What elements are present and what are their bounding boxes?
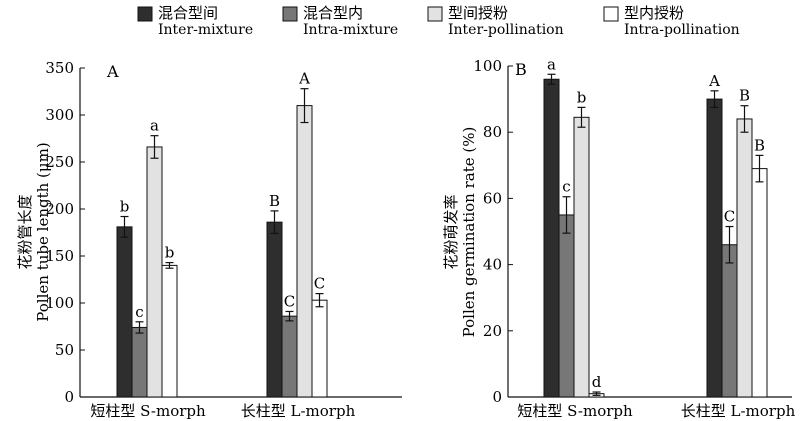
- bar: [706, 98, 723, 398]
- bar: [146, 146, 163, 398]
- y-tick-label: 200: [45, 200, 74, 218]
- bar: [311, 299, 328, 398]
- bar: [131, 326, 148, 398]
- y-tick-label: 150: [45, 247, 74, 265]
- x-category-label: 短柱型 S-morph: [90, 402, 206, 420]
- bar: [543, 78, 560, 398]
- y-tick-label: 50: [55, 341, 74, 359]
- y-tick-label: 100: [45, 294, 74, 312]
- legend-swatch-3: [427, 6, 443, 22]
- y-tick-label: 300: [45, 106, 74, 124]
- bar: [558, 214, 575, 398]
- legend: 混合型间Inter-mixture混合型内Intra-mixture型间授粉In…: [137, 4, 740, 38]
- bar: [751, 168, 768, 398]
- significance-letter: c: [562, 178, 570, 196]
- significance-letter: C: [284, 292, 295, 310]
- bar: [266, 221, 283, 398]
- y-tick-label: 250: [45, 153, 74, 171]
- bar: [281, 315, 298, 398]
- significance-letter: B: [739, 87, 750, 105]
- bar: [721, 244, 738, 398]
- y-tick-label: 350: [45, 59, 74, 77]
- x-category-label: 短柱型 S-morph: [517, 402, 633, 420]
- y-axis-label-en: Pollen tube length (μm): [34, 142, 52, 321]
- significance-letter: d: [592, 373, 602, 391]
- x-category-label: 长柱型 L-morph: [241, 402, 356, 420]
- y-tick-label: 60: [483, 189, 502, 207]
- y-tick-label: 80: [483, 123, 502, 141]
- significance-letter: C: [724, 208, 735, 226]
- legend-swatch-2: [282, 6, 298, 22]
- significance-letter: c: [135, 303, 143, 321]
- y-axis-label-en: Pollen germination rate (%): [460, 127, 478, 338]
- x-category-label: 长柱型 L-morph: [681, 402, 796, 420]
- legend-swatch-4: [603, 6, 619, 22]
- legend-label-en-1: Inter-mixture: [158, 22, 253, 38]
- panel-b: 0 20 40 60 80 100 B 花粉萌发率 Pollen germination rat…: [442, 55, 796, 420]
- legend-label-zh-3: 型间授粉: [448, 4, 508, 22]
- bar: [116, 226, 133, 398]
- bar: [736, 118, 753, 398]
- panel-label: A: [106, 62, 119, 81]
- bar: [296, 105, 313, 398]
- legend-swatch-1: [137, 6, 153, 22]
- significance-letter: A: [708, 72, 720, 90]
- significance-letter: A: [298, 70, 310, 88]
- significance-letter: C: [314, 275, 325, 293]
- y-axis-label-zh: 花粉管长度: [16, 194, 34, 269]
- panel-label: B: [515, 60, 527, 79]
- legend-label-en-2: Intra-mixture: [303, 22, 398, 38]
- y-tick-label: 20: [483, 322, 502, 340]
- legend-label-zh-2: 混合型内: [303, 4, 363, 22]
- y-axis-label-zh: 花粉萌发率: [442, 194, 460, 269]
- bar: [161, 264, 178, 398]
- significance-letter: a: [547, 55, 556, 73]
- significance-letter: b: [120, 198, 130, 216]
- legend-label-zh-4: 型内授粉: [624, 4, 684, 22]
- bar: [573, 116, 590, 398]
- significance-letter: a: [150, 117, 159, 135]
- panel-a: 0 50 100 150 200 250 300 350 A 花粉管长度 Pollen tube l…: [16, 59, 402, 420]
- y-tick-label: 0: [492, 388, 502, 406]
- legend-label-zh-1: 混合型间: [158, 4, 218, 22]
- significance-letter: B: [754, 136, 765, 154]
- y-tick-label: 0: [64, 388, 74, 406]
- y-tick-label: 40: [483, 256, 502, 274]
- legend-label-en-3: Inter-pollination: [448, 22, 564, 38]
- significance-letter: b: [577, 88, 587, 106]
- legend-label-en-4: Intra-pollination: [624, 22, 740, 38]
- significance-letter: b: [165, 244, 175, 262]
- y-tick-label: 100: [473, 57, 502, 75]
- significance-letter: B: [269, 192, 280, 210]
